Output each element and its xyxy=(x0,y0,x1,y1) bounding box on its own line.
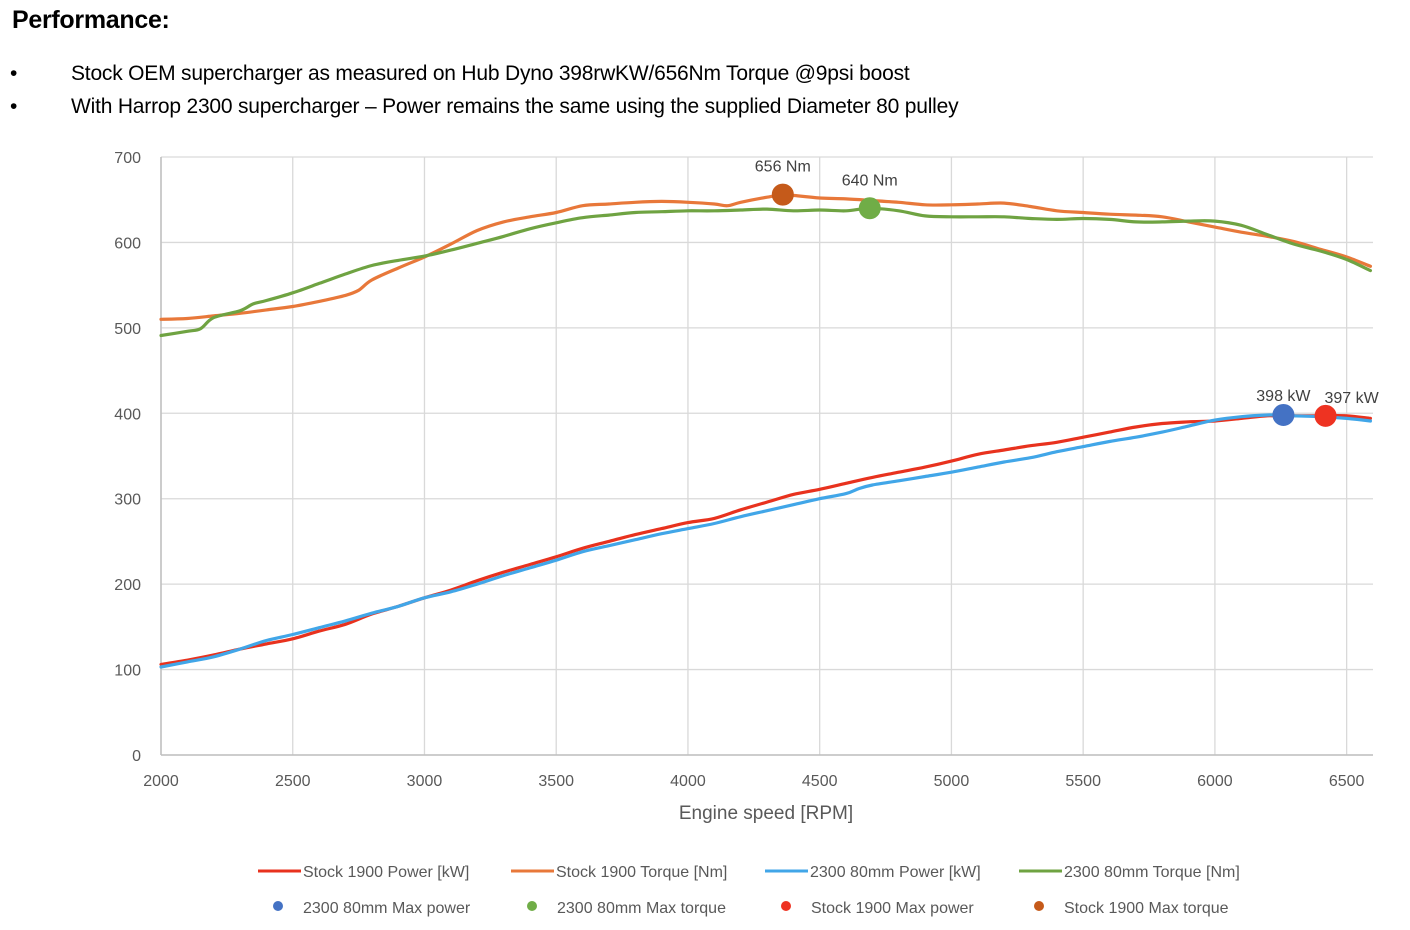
x-axis-ticks: 2000 2500 3000 3500 4000 4500 5000 5500 6000 6500 xyxy=(143,773,1364,790)
grid-lines xyxy=(160,156,1373,756)
marker-stock-1900-max-power xyxy=(1314,404,1337,427)
bullet-marker: • xyxy=(10,62,18,85)
series-line-stock-1900-power-kw xyxy=(159,414,1372,666)
legend-label-2300-80mm-max-power: 2300 80mm Max power xyxy=(303,900,471,917)
y-tick-label: 600 xyxy=(114,235,141,252)
series-line-stock-1900-torque-nm xyxy=(159,192,1372,321)
bullet-list: • Stock OEM supercharger as measured on … xyxy=(0,62,1400,128)
x-axis-title: Engine speed [RPM] xyxy=(679,803,853,824)
marker-label-2300-80mm-max-torque: 640 Nm xyxy=(842,172,898,189)
y-axis-ticks: 0 100 200 300 400 500 600 700 xyxy=(114,150,141,765)
page-heading: Performance: xyxy=(12,6,170,34)
x-tick-label: 4000 xyxy=(670,773,706,790)
y-tick-label: 200 xyxy=(114,577,141,594)
legend-dot-stock-1900-max-power xyxy=(781,901,791,911)
max-markers xyxy=(771,183,1337,427)
legend-dot-2300-80mm-max-power xyxy=(273,901,283,911)
x-tick-label: 3000 xyxy=(407,773,443,790)
y-tick-label: 400 xyxy=(114,406,141,423)
series-line-2300-80mm-torque-nm xyxy=(159,206,1372,338)
y-tick-label: 700 xyxy=(114,150,141,167)
y-tick-label: 0 xyxy=(132,748,141,765)
marker-label-stock-1900-max-torque: 656 Nm xyxy=(755,159,811,176)
x-tick-label: 6000 xyxy=(1197,773,1233,790)
bullet-item: • Stock OEM supercharger as measured on … xyxy=(0,62,1400,95)
series-lines xyxy=(159,192,1372,669)
x-tick-label: 2500 xyxy=(275,773,311,790)
legend-label-stock-1900-max-torque: Stock 1900 Max torque xyxy=(1064,900,1229,917)
x-tick-label: 2000 xyxy=(143,773,179,790)
legend: Stock 1900 Power [kW] Stock 1900 Torque [… xyxy=(258,864,1240,917)
marker-labels: 398 kW 640 Nm 397 kW 656 Nm xyxy=(755,159,1380,407)
x-tick-label: 5500 xyxy=(1065,773,1101,790)
legend-dot-stock-1900-max-torque xyxy=(1034,901,1044,911)
legend-label-stock-1900-torque-nm: Stock 1900 Torque [Nm] xyxy=(556,864,727,881)
y-tick-label: 300 xyxy=(114,492,141,509)
bullet-item: • With Harrop 2300 supercharger – Power … xyxy=(0,95,1400,128)
x-tick-label: 3500 xyxy=(538,773,574,790)
bullet-text: Stock OEM supercharger as measured on Hu… xyxy=(71,62,910,85)
marker-label-2300-80mm-max-power: 398 kW xyxy=(1256,388,1311,405)
marker-2300-80mm-max-power xyxy=(1272,403,1295,426)
legend-label-stock-1900-power-kw: Stock 1900 Power [kW] xyxy=(303,864,469,881)
y-tick-label: 100 xyxy=(114,663,141,680)
marker-label-stock-1900-max-power: 397 kW xyxy=(1324,390,1379,407)
marker-stock-1900-max-torque xyxy=(771,183,794,206)
legend-label-stock-1900-max-power: Stock 1900 Max power xyxy=(811,900,974,917)
y-tick-label: 500 xyxy=(114,321,141,338)
legend-label-2300-80mm-power-kw: 2300 80mm Power [kW] xyxy=(810,864,981,881)
legend-dot-2300-80mm-max-torque xyxy=(527,901,537,911)
x-tick-label: 5000 xyxy=(934,773,970,790)
x-tick-label: 6500 xyxy=(1329,773,1365,790)
marker-2300-80mm-max-torque xyxy=(858,197,881,220)
series-line-2300-80mm-power-kw xyxy=(159,413,1372,669)
x-tick-label: 4500 xyxy=(802,773,838,790)
legend-label-2300-80mm-max-torque: 2300 80mm Max torque xyxy=(557,900,726,917)
bullet-text: With Harrop 2300 supercharger – Power re… xyxy=(71,95,959,118)
bullet-marker: • xyxy=(10,95,18,118)
legend-label-2300-80mm-torque-nm: 2300 80mm Torque [Nm] xyxy=(1064,864,1240,881)
